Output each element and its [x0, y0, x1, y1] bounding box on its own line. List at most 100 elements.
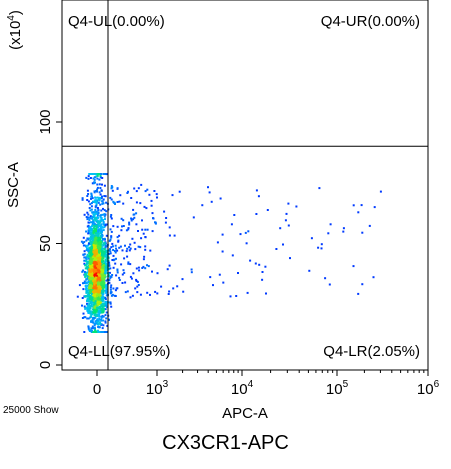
event-dot: [82, 269, 85, 272]
event-dot: [89, 257, 91, 260]
event-dot: [98, 228, 101, 231]
event-dot: [135, 267, 138, 270]
event-dot: [103, 302, 106, 305]
event-dot: [91, 232, 93, 235]
event-dot: [84, 285, 87, 288]
event-dot: [97, 228, 100, 231]
quadrant-ul-label: Q4-UL(0.00%): [68, 13, 165, 30]
event-dot: [93, 314, 96, 316]
event-dot: [103, 283, 106, 286]
event-dot: [151, 230, 154, 233]
event-dot: [98, 270, 101, 273]
event-dot: [146, 264, 148, 267]
event-dot: [150, 204, 153, 207]
event-dot: [90, 250, 93, 253]
event-dot: [105, 265, 108, 268]
event-dot: [93, 327, 96, 330]
event-dot: [230, 223, 233, 226]
event-dot: [82, 236, 85, 239]
event-dot: [148, 193, 151, 196]
event-dot: [102, 270, 105, 273]
event-dot: [154, 222, 157, 225]
event-dot: [85, 291, 88, 294]
event-dot: [97, 226, 100, 229]
event-dot: [102, 308, 105, 311]
event-dot: [112, 200, 115, 203]
event-dot: [86, 304, 89, 307]
event-dot: [104, 253, 107, 256]
event-dot: [86, 247, 88, 250]
event-dot: [357, 211, 360, 214]
event-dot: [100, 223, 103, 226]
event-dot: [110, 275, 113, 278]
event-dot: [89, 209, 92, 212]
event-dot: [133, 241, 136, 244]
event-dot: [97, 266, 100, 269]
event-dot: [249, 259, 252, 262]
event-dot: [95, 287, 98, 290]
event-dot: [88, 227, 91, 229]
event-dot: [101, 261, 104, 264]
event-dot: [99, 279, 102, 282]
event-dot: [86, 275, 89, 278]
event-dot: [88, 302, 91, 305]
event-dot: [102, 221, 105, 224]
event-dot: [95, 204, 98, 207]
event-dot: [151, 270, 153, 273]
event-dot: [118, 234, 121, 237]
event-dot: [88, 284, 91, 287]
event-dot: [95, 268, 98, 271]
event-dot: [92, 287, 95, 290]
event-dot: [91, 313, 93, 316]
event-dot: [82, 282, 84, 285]
event-dot: [91, 268, 94, 271]
event-dot: [95, 230, 98, 233]
x-tick-label: 105: [326, 379, 349, 398]
event-dot: [144, 190, 147, 193]
event-dot: [81, 197, 84, 200]
event-dot: [172, 287, 175, 290]
event-dot: [233, 214, 236, 216]
event-dot: [84, 307, 87, 310]
event-dot: [88, 277, 91, 279]
event-dot: [101, 291, 104, 294]
y-scale-exp: 4: [6, 15, 17, 21]
event-dot: [90, 195, 93, 198]
event-dot: [94, 199, 97, 202]
event-dot: [94, 285, 97, 288]
event-dot: [87, 294, 90, 296]
event-dot: [105, 286, 108, 289]
event-dot: [99, 193, 102, 196]
event-dot: [154, 290, 157, 293]
event-dot: [101, 183, 103, 186]
event-dot: [136, 280, 139, 283]
event-dot: [207, 186, 209, 189]
event-dot: [126, 192, 129, 194]
event-dot: [104, 224, 107, 227]
event-dot: [87, 242, 90, 245]
event-dot: [98, 178, 101, 181]
event-dot: [93, 322, 96, 325]
event-dot: [114, 289, 117, 292]
event-dot: [89, 229, 92, 232]
event-dot: [97, 242, 100, 245]
event-dot: [108, 252, 111, 255]
event-dot: [112, 287, 115, 290]
event-dot: [100, 318, 103, 321]
event-dot: [110, 214, 113, 216]
event-dot: [146, 188, 149, 191]
event-dot: [99, 241, 102, 243]
event-dot: [105, 284, 108, 287]
event-dot: [99, 238, 102, 240]
event-dot: [317, 246, 320, 249]
event-dot: [115, 257, 117, 260]
event-dot: [99, 234, 102, 237]
event-dot: [237, 272, 239, 274]
event-dot: [127, 262, 130, 265]
event-dot: [91, 330, 93, 332]
event-dot: [102, 324, 105, 327]
event-dot: [102, 250, 105, 253]
event-dot: [168, 290, 171, 293]
event-dot: [124, 281, 127, 284]
event-dot: [96, 214, 99, 217]
